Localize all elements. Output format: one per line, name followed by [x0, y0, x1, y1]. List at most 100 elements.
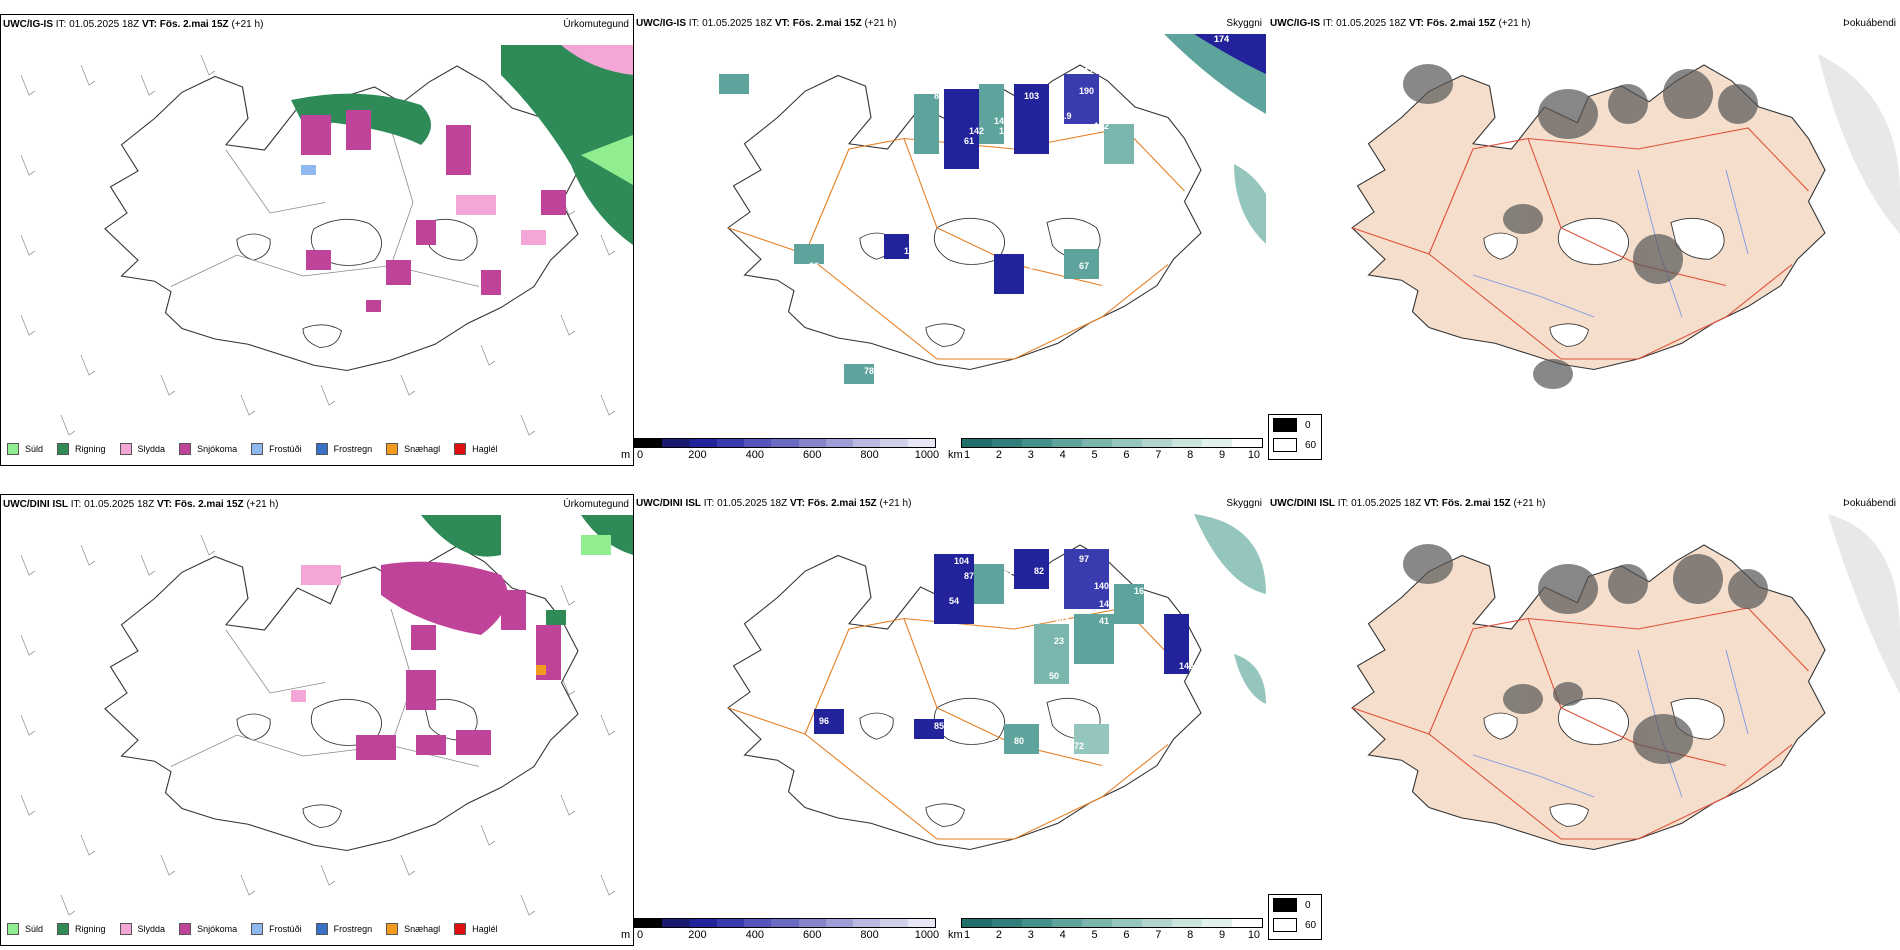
fog-legend-row: 0 [1269, 415, 1321, 435]
colorbar-cell [825, 439, 854, 447]
cloudbase-value: 57 [1049, 91, 1059, 101]
it-label: IT: [55, 19, 67, 30]
colorbar-cell [962, 919, 992, 927]
valid-time: Fös. 2.mai 15Z [174, 499, 244, 510]
cloudbase-value: 87 [964, 571, 974, 581]
legend-label: Snæhagl [404, 444, 441, 454]
scale-tick: 400 [745, 449, 764, 461]
colorbar-cell [1172, 919, 1202, 927]
init-time: 01.05.2025 18Z [702, 18, 773, 29]
lead-time: (+21 h) [864, 18, 897, 29]
visibility-scale-row2: km 1 2 3 4 5 6 7 8 9 10 [948, 918, 1263, 942]
colorbar-cell [1202, 439, 1232, 447]
colorbar-cell [1172, 439, 1202, 447]
colorbar-cell [1052, 439, 1082, 447]
legend-swatch [119, 923, 132, 935]
cloudbase-value: 174 [1214, 34, 1229, 44]
vt-label: VT: [789, 498, 805, 509]
scale-tick: 5 [1091, 929, 1098, 941]
scale-tick: 8 [1187, 449, 1194, 461]
fog-legend-row: 0 [1269, 895, 1321, 915]
panel-header: UWC/IG-IS IT: 01.05.2025 18Z VT: Fös. 2.… [636, 18, 896, 29]
lead-time: (+21 h) [1513, 498, 1546, 509]
lead-time: (+21 h) [231, 19, 264, 30]
scale-tick: 600 [802, 929, 822, 941]
cloudbase-value: 141 [994, 116, 1009, 126]
panel-header: UWC/IG-IS IT: 01.05.2025 18Z VT: Fös. 2.… [1270, 18, 1530, 29]
colorbar-cell [880, 439, 908, 447]
legend-item: Frostregn [315, 923, 372, 935]
scale-tick: 1000 [914, 449, 940, 461]
visibility-ticks: km 1 2 3 4 5 6 7 8 9 10 [948, 448, 1263, 462]
precip-map [20, 515, 633, 916]
it-label: IT: [70, 499, 82, 510]
scale-tick: 4 [1059, 929, 1066, 941]
cloudbase-value: 72 [1074, 741, 1084, 751]
legend-item: Súld [7, 923, 43, 935]
legend-swatch [7, 923, 19, 935]
visibility-ticks: km 1 2 3 4 5 6 7 8 9 10 [948, 928, 1263, 942]
cloudbase-value: 16 [1134, 586, 1144, 596]
cloudbase-value: 67 [1079, 261, 1089, 271]
legend-swatch [315, 923, 328, 935]
colorbar-cell [962, 439, 992, 447]
model-name: UWC/IG-IS [636, 18, 686, 29]
colorbar-cell [907, 439, 935, 447]
legend-label: Rigning [75, 444, 106, 454]
cloudbase-value: 50 [1074, 186, 1084, 196]
fog-legend-row: 60 [1269, 915, 1321, 935]
scale-tick: 9 [1218, 929, 1226, 941]
scale-tick: 3 [1027, 929, 1034, 941]
legend-swatch [119, 443, 132, 455]
scale-tick: 800 [860, 929, 879, 941]
colorbar-cell [744, 919, 772, 927]
cloudbase-value: 23 [1054, 636, 1064, 646]
height-colorbar [634, 918, 936, 928]
legend-swatch [454, 443, 467, 455]
colorbar-cell [716, 919, 745, 927]
fog-areas [1403, 64, 1758, 389]
cloudbase-value: 25 [1154, 676, 1164, 686]
cloudbase-value: 41 [1099, 616, 1109, 626]
height-ticks: m 0 200 400 600 800 1000 [621, 448, 940, 462]
colorbar-cell [853, 919, 881, 927]
cloudbase-areas [719, 74, 1134, 384]
fog-legend-swatch [1273, 438, 1297, 452]
colorbar-cell [744, 439, 772, 447]
fog-legend-row: 60 [1269, 435, 1321, 455]
panel-title: Skyggni [1226, 18, 1262, 29]
panel-header: UWC/DINI ISL IT: 01.05.2025 18Z VT: Fös.… [3, 499, 278, 510]
height-scale-row2: m 0 200 400 600 800 1000 [621, 918, 939, 942]
cloudbase-value: 103 [1024, 91, 1039, 101]
colorbar-cell [853, 439, 881, 447]
colorbar-cell [1142, 919, 1172, 927]
it-label: IT: [1337, 498, 1349, 509]
model-name: UWC/DINI ISL [3, 499, 68, 510]
fog-legend-label: 60 [1305, 439, 1317, 451]
vt-label: VT: [1423, 498, 1439, 509]
init-time: 01.05.2025 18Z [84, 499, 155, 510]
scale-tick: 2 [995, 929, 1002, 941]
colorbar-cell [662, 919, 690, 927]
panel-title: Þokuábendi [1843, 18, 1896, 29]
cloudbase-value: 55 [1194, 616, 1204, 626]
vt-label: VT: [141, 19, 157, 30]
legend-swatch [179, 923, 192, 935]
legend-label: Frostúði [269, 924, 302, 934]
cloudbase-value: 82 [1034, 566, 1044, 576]
colorbar-cell [771, 439, 799, 447]
colorbar-cell [662, 439, 690, 447]
fog-map [1351, 54, 1900, 389]
legend-label: Slydda [137, 924, 166, 934]
vt-label: VT: [1408, 18, 1424, 29]
lead-time: (+21 h) [246, 499, 279, 510]
legend-item: Frostúði [251, 443, 302, 455]
legend-item: Snjókoma [179, 923, 237, 935]
scale-unit: km [948, 929, 963, 941]
cloudbase-value: 236 [1122, 744, 1137, 754]
cloudbase-value: 142 [834, 236, 849, 246]
colorbar-cell [689, 919, 717, 927]
visibility-colorbar [961, 438, 1263, 448]
legend-item: Snjókoma [179, 443, 237, 455]
